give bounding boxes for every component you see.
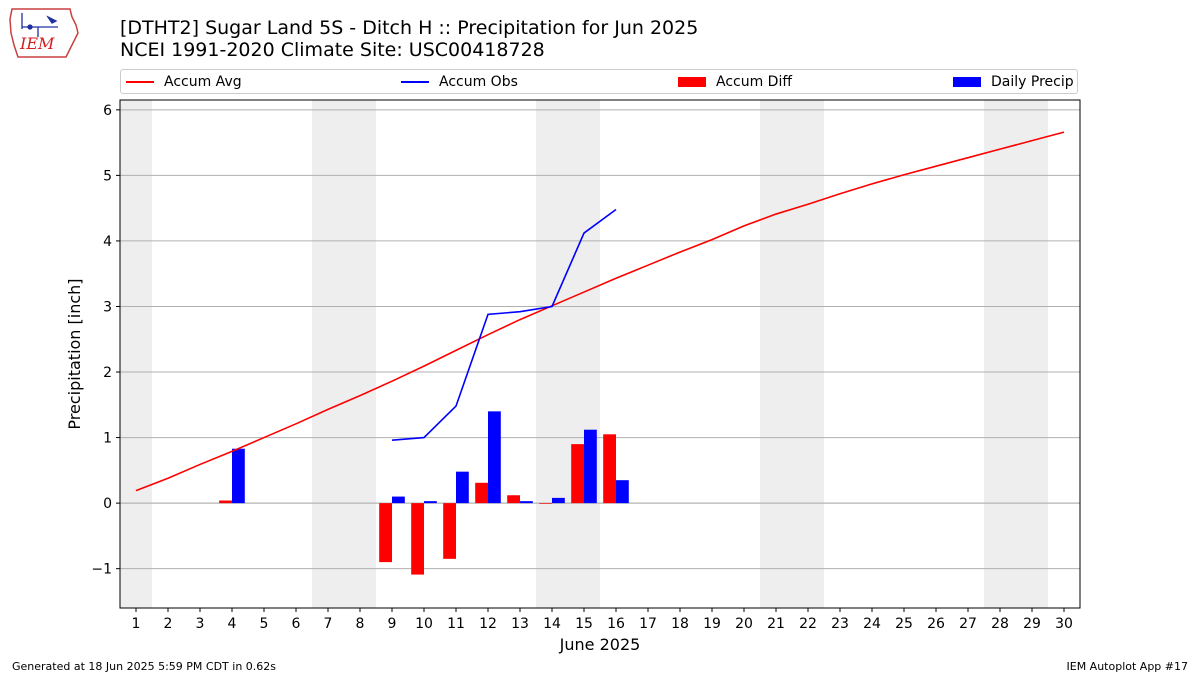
xtick-label-21: 21	[767, 616, 785, 632]
accum-diff-bar-14	[539, 503, 552, 504]
ytick-label-4: 4	[103, 234, 112, 250]
bar-series	[219, 411, 629, 575]
plot-frame	[119, 99, 1081, 609]
legend-label-daily-precip: Daily Precip	[991, 74, 1074, 90]
xtick-label-26: 26	[927, 616, 945, 632]
ytick-label-1: 1	[103, 431, 112, 447]
accum-diff-bar-9	[379, 503, 392, 563]
footer-generated: Generated at 18 Jun 2025 5:59 PM CDT in …	[12, 660, 277, 673]
xtick-label-4: 4	[228, 616, 237, 632]
weekend-band-0	[120, 100, 152, 608]
weekend-band-4	[984, 100, 1048, 608]
accum-diff-bar-11	[443, 503, 456, 559]
daily-precip-bar-11	[456, 471, 469, 504]
xtick-label-14: 14	[543, 616, 561, 632]
xtick-label-19: 19	[703, 616, 721, 632]
daily-precip-bar-13	[520, 501, 533, 504]
iem-logo: IEM	[9, 8, 79, 58]
xtick-label-5: 5	[260, 616, 269, 632]
xtick-label-17: 17	[639, 616, 657, 632]
xtick-label-22: 22	[799, 616, 817, 632]
daily-precip-bar-10	[424, 501, 437, 504]
xtick-label-3: 3	[196, 616, 205, 632]
legend-swatch-daily-precip	[953, 77, 981, 87]
legend-item-accum-diff: Accum Diff	[678, 73, 792, 91]
xtick-label-20: 20	[735, 616, 753, 632]
xtick-label-10: 10	[415, 616, 433, 632]
legend-label-accum-avg: Accum Avg	[164, 74, 242, 90]
xtick-label-11: 11	[447, 616, 465, 632]
legend-swatch-accum-diff	[678, 77, 706, 87]
legend-item-accum-obs: Accum Obs	[401, 73, 518, 91]
line-series	[135, 131, 1065, 492]
ytick-label--1: −1	[91, 562, 112, 578]
ytick-label-5: 5	[103, 168, 112, 184]
weekend-shading	[120, 100, 1048, 608]
xtick-label-8: 8	[356, 616, 365, 632]
chart-subtitle: NCEI 1991-2020 Climate Site: USC00418728	[120, 39, 545, 61]
legend-swatch-accum-obs	[401, 81, 429, 83]
daily-precip-bar-9	[392, 496, 405, 504]
accum-obs-line	[391, 208, 617, 441]
weekend-band-1	[312, 100, 376, 608]
accum-diff-bar-4	[219, 500, 232, 504]
xtick-label-15: 15	[575, 616, 593, 632]
xtick-label-9: 9	[388, 616, 397, 632]
legend-swatch-accum-avg	[126, 81, 154, 83]
weather-instrument-icon	[21, 13, 58, 37]
accum-diff-bar-12	[475, 482, 488, 504]
iowa-state-outline	[9, 8, 79, 58]
chart-legend: Accum Avg Accum Obs Accum Diff Daily Pre…	[120, 69, 1078, 94]
daily-precip-bar-12	[488, 411, 501, 504]
daily-precip-bar-15	[584, 429, 597, 504]
accum-diff-bar-10	[411, 503, 424, 575]
daily-precip-bar-16	[616, 480, 629, 504]
legend-item-accum-avg: Accum Avg	[126, 73, 242, 91]
xtick-label-13: 13	[511, 616, 529, 632]
xtick-label-16: 16	[607, 616, 625, 632]
x-axis-ticks: 1 2 3 4 5 6 7 8 9 10 11 12 13 14 15 16 17 18 19 20 21 22 23 24 2…	[132, 608, 1073, 632]
accum-diff-bar-13	[507, 495, 520, 504]
weekend-band-3	[760, 100, 824, 608]
xtick-label-30: 30	[1055, 616, 1073, 632]
logo-text: IEM	[19, 34, 55, 53]
daily-precip-bar-14	[552, 497, 565, 504]
ytick-label-0: 0	[103, 496, 112, 512]
y-axis-label: Precipitation [inch]	[65, 278, 84, 429]
accum-diff-bar-16	[603, 434, 616, 504]
legend-label-accum-diff: Accum Diff	[716, 74, 793, 90]
xtick-label-29: 29	[1023, 616, 1041, 632]
daily-precip-bar-4	[232, 448, 245, 504]
xtick-label-18: 18	[671, 616, 689, 632]
accum-diff-bar-15	[571, 444, 584, 504]
xtick-label-24: 24	[863, 616, 881, 632]
y-axis-ticks: −1 0 1 2 3 4 5 6	[91, 103, 120, 578]
chart-title: [DTHT2] Sugar Land 5S - Ditch H :: Preci…	[120, 17, 699, 39]
grid-lines	[120, 109, 1080, 570]
xtick-label-27: 27	[959, 616, 977, 632]
xtick-label-23: 23	[831, 616, 849, 632]
xtick-label-28: 28	[991, 616, 1009, 632]
legend-item-daily-precip: Daily Precip	[953, 73, 1074, 91]
legend-label-accum-obs: Accum Obs	[439, 74, 518, 90]
weekend-band-2	[536, 100, 600, 608]
ytick-label-3: 3	[103, 299, 112, 315]
xtick-label-1: 1	[132, 616, 141, 632]
ytick-label-6: 6	[103, 103, 112, 119]
xtick-label-7: 7	[324, 616, 333, 632]
x-axis-label: June 2025	[559, 635, 641, 654]
xtick-label-25: 25	[895, 616, 913, 632]
accum-avg-line	[135, 131, 1065, 492]
xtick-label-2: 2	[164, 616, 173, 632]
footer-app: IEM Autoplot App #17	[1066, 660, 1189, 673]
xtick-label-6: 6	[292, 616, 301, 632]
ytick-label-2: 2	[103, 365, 112, 381]
xtick-label-12: 12	[479, 616, 497, 632]
